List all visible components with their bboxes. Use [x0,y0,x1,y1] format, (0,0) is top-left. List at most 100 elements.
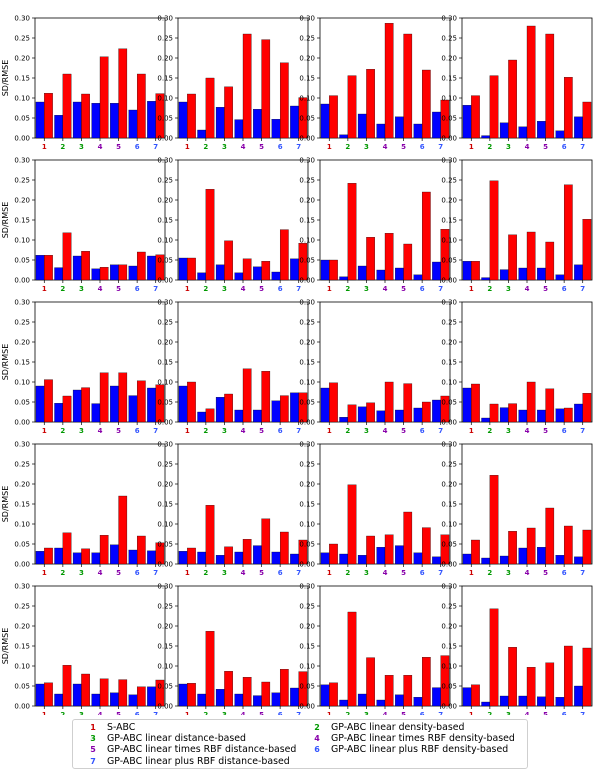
bar-red-r3c4-4 [526,381,536,423]
ytick-label-r4c1-0: 0.00 [14,561,30,569]
xtick-label-r3c3-6: 6 [420,427,425,435]
bar-red-r1c4-7 [582,101,592,139]
bar-red-r2c2-3 [224,240,233,281]
ytick-label-r1c1-4: 0.20 [14,55,30,63]
ytick-label-r4c1-6: 0.30 [14,441,30,449]
bar-red-r3c3-3 [366,402,375,423]
bar-red-r3c4-6 [563,407,573,423]
xtick-label-r2c3-7: 7 [438,285,443,293]
legend-marker-7: 7 [90,756,96,766]
ytick-label-r5c2-2: 0.10 [157,663,173,671]
legend-marker-2: 2 [314,723,320,732]
xtick-label-r2c4-7: 7 [580,285,585,293]
bar-blue-r4c4-5 [537,547,546,565]
xtick-label-r4c3-4: 4 [383,569,388,577]
bar-blue-r1c4-3 [499,122,509,139]
ytick-label-r2c2-6: 0.30 [157,157,173,165]
xtick-label-r3c2-1: 1 [185,427,190,435]
xtick-label-r3c4-6: 6 [562,427,567,435]
bar-blue-r5c4-2 [481,701,491,707]
ytick-label-r2c2-0: 0.00 [157,277,173,285]
ytick-label-r4c4-3: 0.15 [441,501,457,509]
xtick-label-r3c2-7: 7 [296,427,301,435]
xtick-label-r1c1-1: 1 [42,143,47,151]
xtick-label-r1c2-5: 5 [259,143,264,151]
bar-red-r4c4-1 [471,539,480,565]
xtick-label-r1c4-2: 2 [487,143,492,151]
bar-blue-r3c4-2 [481,417,491,423]
bar-blue-r1c2-2 [197,129,207,139]
xtick-label-r2c2-6: 6 [278,285,283,293]
legend-label-6: GP-ABC linear plus RBF density-based [331,744,509,756]
bar-blue-r5c2-1 [178,683,188,707]
ytick-label-r3c3-1: 0.05 [299,399,315,407]
bar-blue-r3c2-1 [178,385,188,423]
bar-red-r3c1-1 [44,379,53,423]
legend-entry-1: 1 S-ABC [79,722,297,733]
xtick-label-r4c4-7: 7 [580,569,585,577]
bar-red-r1c1-4 [99,56,109,139]
bar-red-r4c3-6 [421,527,431,565]
ytick-label-r2c4-1: 0.05 [441,257,457,265]
ytick-label-r2c4-3: 0.15 [441,217,457,225]
xtick-label-r5c1-2: 2 [60,711,65,715]
chart-grid: 0.00 0.05 0.10 0.15 0.20 0.25 0.30 SD/RMSE 1 2 3 4 5… [1,15,593,715]
xtick-label-r1c2-2: 2 [203,143,208,151]
bar-blue-r1c2-3 [215,107,225,139]
bar-blue-r4c1-1 [35,551,45,565]
xtick-label-r4c1-2: 2 [60,569,65,577]
bar-blue-r4c3-2 [339,553,349,565]
ytick-label-r5c3-6: 0.30 [299,583,315,591]
bar-blue-r4c3-5 [395,545,404,565]
bar-blue-r2c2-5 [253,266,262,281]
xtick-label-r2c1-1: 1 [42,285,47,293]
bar-blue-r2c3-1 [320,259,330,281]
xtick-label-r1c1-2: 2 [60,143,65,151]
ytick-label-r2c2-1: 0.05 [157,257,173,265]
bar-blue-r5c4-1 [462,687,472,707]
bar-red-r5c4-1 [471,684,480,707]
bar-blue-r4c4-1 [462,553,472,565]
ytick-label-r2c1-1: 0.05 [14,257,30,265]
bar-red-r2c2-6 [279,229,289,281]
bar-red-r5c4-5 [545,662,555,707]
ytick-label-r3c2-5: 0.25 [157,319,173,327]
ytick-label-r4c2-5: 0.25 [157,461,173,469]
ytick-label-r3c4-3: 0.15 [441,359,457,367]
xtick-label-r4c2-7: 7 [296,569,301,577]
ytick-label-r1c3-6: 0.30 [299,15,315,23]
ytick-label-r2c1-2: 0.10 [14,237,30,245]
xtick-label-r2c4-6: 6 [562,285,567,293]
bar-blue-r3c2-3 [215,397,225,423]
ytick-label-r4c3-2: 0.10 [299,521,315,529]
bar-blue-r1c1-4 [91,103,101,139]
ytick-label-r2c1-6: 0.30 [14,157,30,165]
bar-red-r3c1-3 [81,387,90,423]
bar-blue-r2c3-4 [376,269,386,281]
bar-red-r4c2-4 [242,539,252,565]
bar-blue-r4c2-3 [215,555,225,565]
ytick-label-r2c3-3: 0.15 [299,217,315,225]
xtick-label-r5c1-3: 3 [79,711,84,715]
xtick-label-r2c3-5: 5 [401,285,406,293]
bar-red-r2c4-5 [545,241,555,281]
ytick-label-r2c3-4: 0.20 [299,197,315,205]
xtick-label-r5c4-1: 1 [469,711,474,715]
bar-blue-r5c1-7 [147,686,156,707]
bar-blue-r5c2-3 [215,689,225,707]
legend-label-4: GP-ABC linear times RBF density-based [331,733,515,745]
xtick-label-r4c3-1: 1 [327,569,332,577]
ytick-label-r1c3-5: 0.25 [299,35,315,43]
xtick-label-r5c3-3: 3 [364,711,369,715]
xtick-label-r3c2-4: 4 [241,427,246,435]
bar-red-r4c2-2 [205,505,215,565]
xtick-label-r2c3-6: 6 [420,285,425,293]
bar-red-r5c3-3 [366,657,375,707]
ylabel-r3c1: SD/RMSE [1,344,10,381]
bar-blue-r2c4-7 [574,264,583,281]
xtick-label-r3c3-2: 2 [345,427,350,435]
xtick-label-r1c4-1: 1 [469,143,474,151]
ytick-label-r4c2-2: 0.10 [157,521,173,529]
ytick-label-r5c4-3: 0.15 [441,643,457,651]
bar-blue-r2c2-2 [197,272,207,281]
